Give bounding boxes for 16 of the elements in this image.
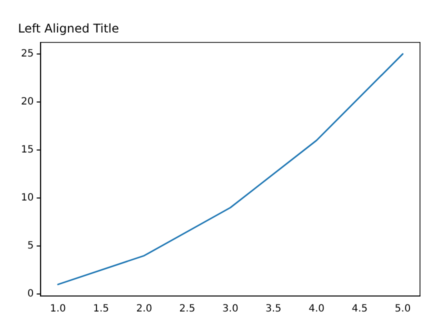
x-tick-label: 1.0	[50, 304, 66, 315]
x-tick-label: 3.0	[222, 304, 238, 315]
x-tick-label: 2.0	[136, 304, 152, 315]
x-tick-label: 4.0	[308, 304, 325, 315]
y-tick-label: 25	[20, 48, 34, 60]
chart-title: Left Aligned Title	[18, 21, 120, 36]
y-tick-label: 0	[27, 288, 34, 300]
y-tick-label: 15	[20, 144, 34, 156]
x-tick-label: 1.5	[93, 304, 110, 315]
y-tick-label: 5	[27, 240, 34, 252]
x-tick-label: 5.0	[394, 304, 411, 315]
y-tick-label: 20	[20, 96, 34, 108]
x-tick-label: 3.5	[266, 304, 282, 315]
y-tick-label: 10	[20, 192, 34, 204]
x-tick-label: 2.5	[179, 304, 196, 315]
x-tick-label: 4.5	[352, 304, 368, 315]
